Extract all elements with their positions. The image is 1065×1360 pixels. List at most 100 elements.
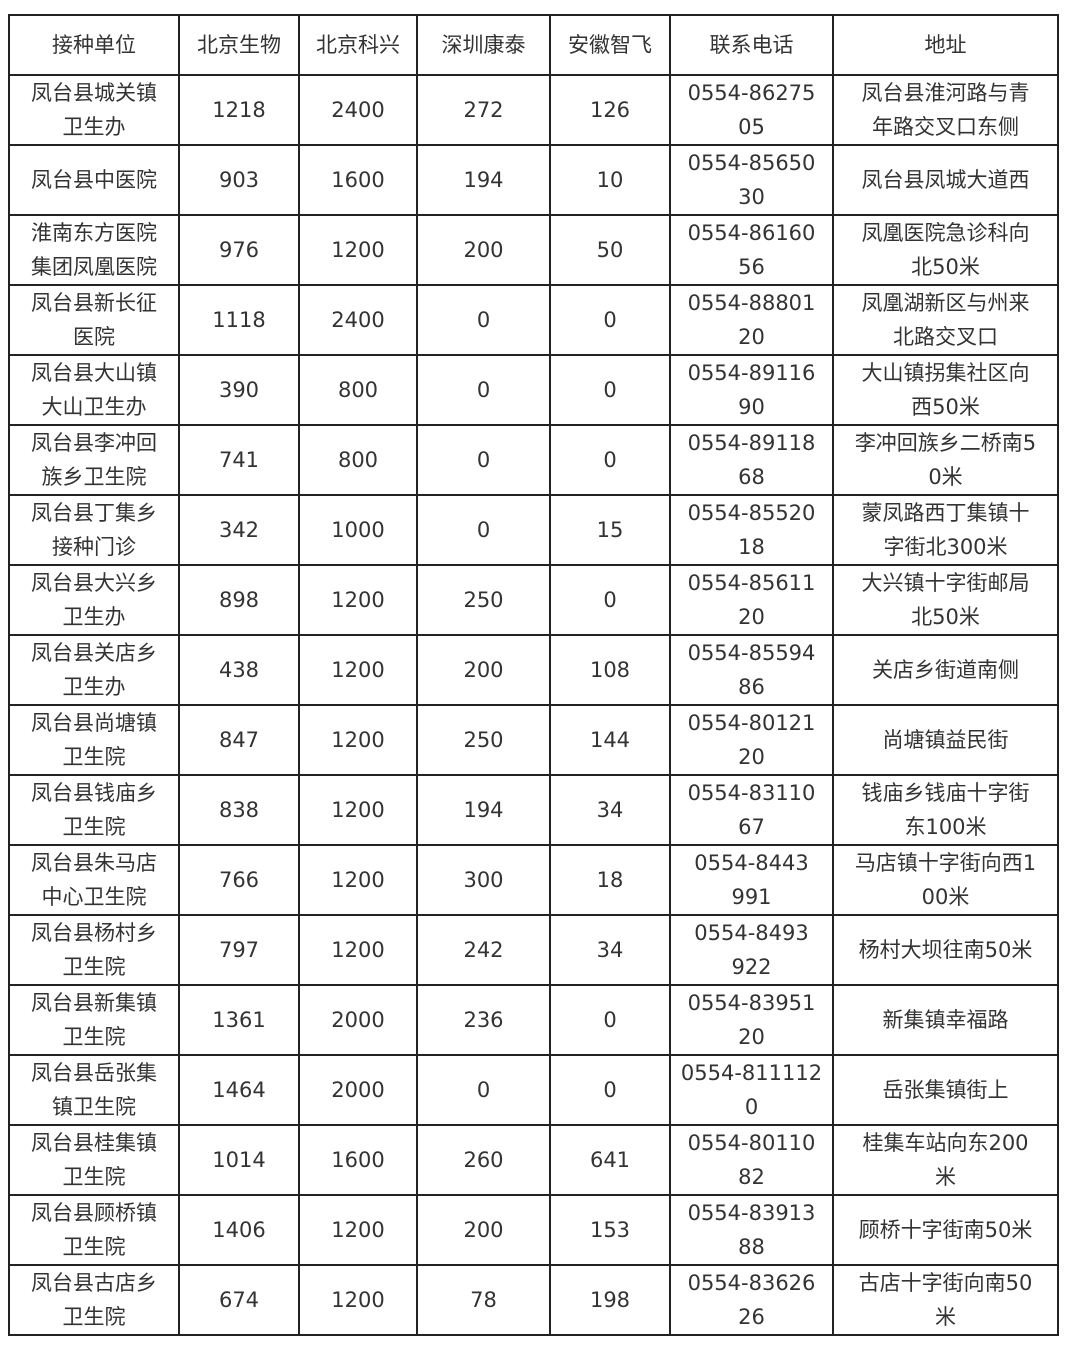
cell-beijing-bio: 1218 [178, 74, 300, 146]
cell-beijing-sinovac: 1000 [298, 494, 418, 566]
cell-unit: 凤台县杨村乡 卫生院 [8, 914, 180, 986]
table-row: 淮南东方医院 集团凤凰医院 976 1200 200 50 0554-86160 56 凤凰… [8, 214, 1059, 286]
cell-beijing-bio: 1118 [178, 284, 300, 356]
column-header-beijing-sinovac: 北京科兴 [298, 14, 418, 76]
cell-beijing-sinovac: 1200 [298, 214, 418, 286]
cell-unit: 凤台县大兴乡 卫生办 [8, 564, 180, 636]
cell-phone: 0554-8443 991 [669, 844, 834, 916]
cell-beijing-bio: 797 [178, 914, 300, 986]
cell-address: 顾桥十字街南50米 [832, 1194, 1059, 1266]
table-row: 凤台县大山镇 大山卫生办 390 800 0 0 0554-89116 90 大山镇拐集社区… [8, 354, 1059, 426]
cell-beijing-bio: 1361 [178, 984, 300, 1056]
cell-beijing-sinovac: 800 [298, 424, 418, 496]
table-row: 凤台县杨村乡 卫生院 797 1200 242 34 0554-8493 922 杨村大坝往… [8, 914, 1059, 986]
cell-address: 杨村大坝往南50米 [832, 914, 1059, 986]
cell-phone: 0554-80121 20 [669, 704, 834, 776]
cell-unit: 凤台县桂集镇 卫生院 [8, 1124, 180, 1196]
cell-beijing-bio: 847 [178, 704, 300, 776]
cell-unit: 凤台县丁集乡 接种门诊 [8, 494, 180, 566]
column-header-shenzhen-kangtai: 深圳康泰 [416, 14, 551, 76]
table-row: 凤台县古店乡 卫生院 674 1200 78 198 0554-83626 26 古店十字街… [8, 1264, 1059, 1336]
cell-address: 凤凰医院急诊科向 北50米 [832, 214, 1059, 286]
cell-shenzhen-kangtai: 200 [416, 634, 551, 706]
cell-anhui-zhifei: 108 [549, 634, 671, 706]
cell-address: 凤台县淮河路与青 年路交叉口东侧 [832, 74, 1059, 146]
cell-anhui-zhifei: 198 [549, 1264, 671, 1336]
cell-address: 钱庙乡钱庙十字街 东100米 [832, 774, 1059, 846]
cell-unit: 凤台县岳张集 镇卫生院 [8, 1054, 180, 1126]
cell-phone: 0554-83913 88 [669, 1194, 834, 1266]
cell-address: 凤台县凤城大道西 [832, 144, 1059, 216]
cell-beijing-bio: 674 [178, 1264, 300, 1336]
cell-beijing-sinovac: 1200 [298, 774, 418, 846]
cell-beijing-sinovac: 800 [298, 354, 418, 426]
cell-beijing-bio: 741 [178, 424, 300, 496]
cell-phone: 0554-811112 0 [669, 1054, 834, 1126]
cell-anhui-zhifei: 0 [549, 1054, 671, 1126]
table-row: 凤台县新集镇 卫生院 1361 2000 236 0 0554-83951 20 新集镇幸福… [8, 984, 1059, 1056]
cell-phone: 0554-86160 56 [669, 214, 834, 286]
cell-beijing-bio: 1464 [178, 1054, 300, 1126]
cell-anhui-zhifei: 0 [549, 284, 671, 356]
cell-phone: 0554-8493 922 [669, 914, 834, 986]
cell-unit: 凤台县朱马店 中心卫生院 [8, 844, 180, 916]
vaccination-sites-table: 接种单位 北京生物 北京科兴 深圳康泰 安徽智飞 联系电话 地址 凤台县城关镇 卫生办 121… [8, 14, 1059, 1336]
cell-phone: 0554-88801 20 [669, 284, 834, 356]
cell-beijing-bio: 766 [178, 844, 300, 916]
cell-anhui-zhifei: 0 [549, 984, 671, 1056]
cell-beijing-sinovac: 2400 [298, 284, 418, 356]
cell-address: 大山镇拐集社区向 西50米 [832, 354, 1059, 426]
cell-shenzhen-kangtai: 200 [416, 214, 551, 286]
table-row: 凤台县钱庙乡 卫生院 838 1200 194 34 0554-83110 67 钱庙乡钱庙… [8, 774, 1059, 846]
cell-shenzhen-kangtai: 194 [416, 144, 551, 216]
cell-address: 大兴镇十字街邮局 北50米 [832, 564, 1059, 636]
cell-beijing-bio: 1406 [178, 1194, 300, 1266]
table-row: 凤台县中医院 903 1600 194 10 0554-85650 30 凤台县凤城大道西 [8, 144, 1059, 216]
cell-address: 蒙凤路西丁集镇十 字街北300米 [832, 494, 1059, 566]
table-row: 凤台县丁集乡 接种门诊 342 1000 0 15 0554-85520 18 蒙凤路西丁集… [8, 494, 1059, 566]
cell-address: 古店十字街向南50 米 [832, 1264, 1059, 1336]
cell-unit: 淮南东方医院 集团凤凰医院 [8, 214, 180, 286]
cell-phone: 0554-83110 67 [669, 774, 834, 846]
cell-anhui-zhifei: 15 [549, 494, 671, 566]
cell-unit: 凤台县城关镇 卫生办 [8, 74, 180, 146]
cell-unit: 凤台县关店乡 卫生办 [8, 634, 180, 706]
cell-phone: 0554-85611 20 [669, 564, 834, 636]
cell-unit: 凤台县新集镇 卫生院 [8, 984, 180, 1056]
cell-shenzhen-kangtai: 194 [416, 774, 551, 846]
cell-beijing-sinovac: 2000 [298, 1054, 418, 1126]
table-row: 凤台县顾桥镇 卫生院 1406 1200 200 153 0554-83913 88 顾桥十… [8, 1194, 1059, 1266]
cell-address: 李冲回族乡二桥南5 0米 [832, 424, 1059, 496]
column-header-address: 地址 [832, 14, 1059, 76]
cell-address: 凤凰湖新区与州来 北路交叉口 [832, 284, 1059, 356]
cell-phone: 0554-80110 82 [669, 1124, 834, 1196]
cell-unit: 凤台县新长征 医院 [8, 284, 180, 356]
cell-beijing-sinovac: 1600 [298, 144, 418, 216]
column-header-unit: 接种单位 [8, 14, 180, 76]
cell-shenzhen-kangtai: 250 [416, 704, 551, 776]
cell-beijing-bio: 342 [178, 494, 300, 566]
cell-anhui-zhifei: 0 [549, 564, 671, 636]
column-header-phone: 联系电话 [669, 14, 834, 76]
cell-phone: 0554-89116 90 [669, 354, 834, 426]
cell-shenzhen-kangtai: 0 [416, 284, 551, 356]
cell-address: 新集镇幸福路 [832, 984, 1059, 1056]
cell-beijing-sinovac: 1200 [298, 634, 418, 706]
table-row: 凤台县李冲回 族乡卫生院 741 800 0 0 0554-89118 68 李冲回族乡二桥… [8, 424, 1059, 496]
table-row: 凤台县朱马店 中心卫生院 766 1200 300 18 0554-8443 991 马店镇… [8, 844, 1059, 916]
cell-beijing-bio: 438 [178, 634, 300, 706]
cell-anhui-zhifei: 0 [549, 354, 671, 426]
cell-anhui-zhifei: 144 [549, 704, 671, 776]
cell-beijing-bio: 390 [178, 354, 300, 426]
cell-beijing-sinovac: 2000 [298, 984, 418, 1056]
cell-unit: 凤台县李冲回 族乡卫生院 [8, 424, 180, 496]
cell-phone: 0554-83626 26 [669, 1264, 834, 1336]
cell-address: 关店乡街道南侧 [832, 634, 1059, 706]
cell-beijing-bio: 838 [178, 774, 300, 846]
cell-unit: 凤台县中医院 [8, 144, 180, 216]
table-row: 凤台县关店乡 卫生办 438 1200 200 108 0554-85594 86 关店乡街… [8, 634, 1059, 706]
cell-shenzhen-kangtai: 260 [416, 1124, 551, 1196]
cell-beijing-sinovac: 1200 [298, 704, 418, 776]
table-row: 凤台县岳张集 镇卫生院 1464 2000 0 0 0554-811112 0 岳张集镇街上 [8, 1054, 1059, 1126]
cell-shenzhen-kangtai: 300 [416, 844, 551, 916]
